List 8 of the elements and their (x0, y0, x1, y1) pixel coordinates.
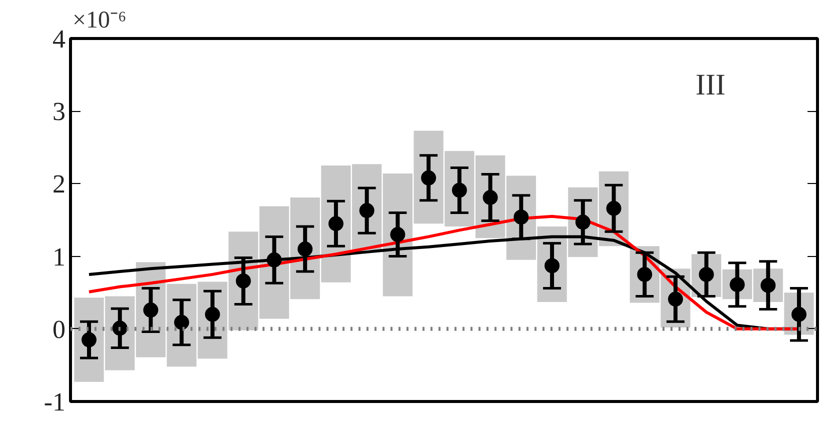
y-tick-label: 3 (52, 97, 66, 126)
y-tick-label: 2 (52, 170, 66, 199)
y-tick-label: 0 (52, 314, 66, 344)
text: ×10⁻⁶ (72, 8, 126, 34)
annotation: III (696, 68, 726, 102)
y-tick-label: -1 (44, 388, 66, 416)
y-tick-label: 1 (52, 242, 66, 272)
y-tick-label: 4 (52, 24, 66, 54)
